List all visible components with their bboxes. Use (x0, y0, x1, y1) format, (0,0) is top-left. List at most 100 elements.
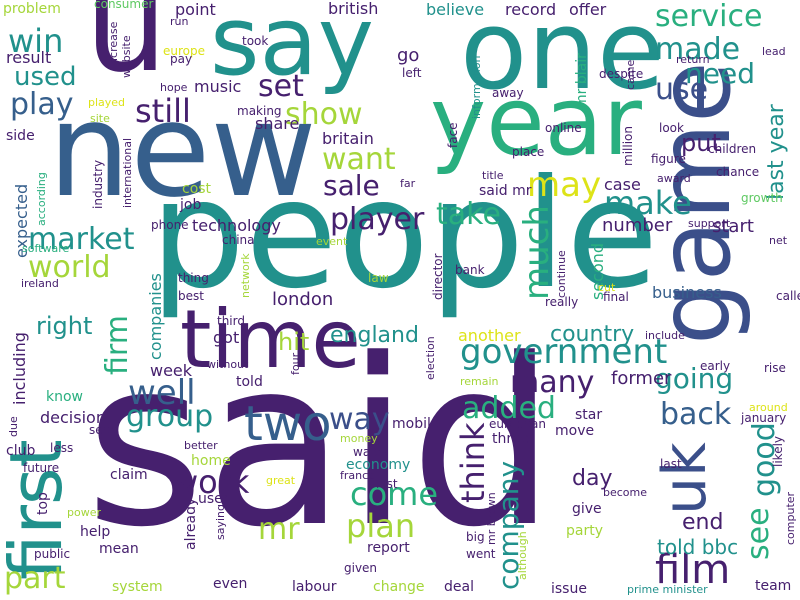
word-need: need (685, 57, 755, 90)
word-companies: companies (146, 273, 165, 360)
word-net: net (769, 234, 788, 247)
word-put: put (681, 129, 721, 157)
word-group: group (126, 399, 214, 434)
word-got: got (213, 328, 240, 347)
word-system: system (112, 579, 163, 595)
word-go: go (397, 45, 420, 66)
word-way: way (329, 402, 390, 437)
word-even: even (213, 576, 248, 592)
word-really: really (545, 295, 579, 309)
word-four: four (289, 352, 302, 375)
word-face: face (446, 122, 460, 148)
word-europe: europe (163, 44, 205, 58)
word-look: look (659, 121, 684, 135)
word-britain: britain (322, 129, 374, 148)
word-number: number (602, 215, 673, 236)
word-well: well (128, 373, 196, 413)
word-industry: industry (91, 159, 105, 209)
word-public: public (34, 547, 71, 561)
word-mr-brown: mr brown (485, 492, 498, 545)
word-network: network (239, 253, 252, 298)
word-see: see (741, 507, 776, 560)
word-early: early (700, 359, 731, 373)
word-uk: uk (650, 442, 720, 515)
word-record: record (505, 0, 557, 19)
word-lost: lost (376, 477, 398, 491)
word-mr: mr (258, 512, 300, 547)
word-figure: figure (651, 152, 686, 166)
word-include: include (645, 329, 685, 342)
word-former: former (611, 368, 672, 389)
word-right: right (36, 312, 93, 340)
word-came: came (624, 59, 637, 90)
word-phone: phone (151, 218, 189, 232)
word-last-year: last year (764, 104, 789, 200)
word-chance: chance (716, 165, 760, 179)
word-plan: plan (346, 507, 416, 545)
word-website: website (120, 35, 133, 78)
word-work: work (172, 463, 250, 501)
word-team: team (755, 578, 792, 594)
word-club: club (6, 443, 36, 459)
word-thing: thing (178, 271, 209, 285)
word-still: still (135, 92, 191, 130)
word-seen: seen (89, 423, 118, 437)
word-made: made (655, 32, 741, 67)
word-home: home (191, 453, 231, 469)
word-much: much (517, 205, 557, 300)
word-lead: lead (762, 45, 786, 58)
word-place: place (512, 145, 545, 159)
word-said: said (85, 311, 556, 578)
word-sale: sale (323, 169, 380, 202)
word-played: played (88, 96, 126, 109)
word-consumer: consumer (94, 0, 154, 11)
word-given: given (344, 561, 378, 575)
word-week: week (150, 361, 193, 380)
word-online: online (545, 121, 582, 135)
word-year: year (430, 67, 642, 177)
word-going: going (655, 362, 734, 395)
word-government: government (460, 332, 668, 372)
word-labour: labour (292, 579, 337, 595)
word-result: result (6, 48, 52, 67)
word-remain: remain (460, 375, 499, 388)
word-used: used (14, 62, 77, 92)
word-report: report (367, 540, 410, 556)
word-may: may (527, 165, 602, 205)
word-went: went (466, 547, 496, 561)
word-star: star (575, 407, 603, 423)
word-use: use (655, 72, 709, 107)
word-market: market (28, 222, 135, 257)
word-award: award (657, 172, 691, 185)
word-mean: mean (99, 541, 139, 557)
word-new: new (48, 74, 317, 226)
word-play: play (10, 87, 74, 122)
word-million: million (621, 126, 635, 166)
word-return: return (676, 53, 710, 66)
word-party: party (566, 523, 603, 539)
word-less: less (50, 441, 74, 455)
word-point: point (175, 0, 216, 19)
word-according: according (35, 172, 48, 226)
word-continue: continue (555, 250, 568, 298)
word-know: know (46, 389, 83, 405)
word-country: country (550, 322, 635, 347)
word-election: election (424, 336, 437, 380)
word-said-mr: said mr (479, 183, 532, 199)
word-london: london (272, 289, 334, 310)
word-deal: deal (444, 579, 474, 595)
word-believe: believe (426, 0, 485, 19)
word-increase: increase (107, 21, 120, 68)
word-side: side (6, 128, 35, 144)
word-january: january (741, 411, 787, 425)
word-technology: technology (192, 216, 281, 235)
word-economy: economy (346, 457, 411, 473)
word-software: software (22, 242, 70, 255)
word-support: support (688, 217, 731, 230)
word-three: three (492, 431, 530, 447)
word-added: added (462, 391, 556, 426)
word-say: say (210, 0, 374, 97)
word-become: become (603, 486, 648, 499)
word-director: director (431, 253, 445, 300)
word-ireland: ireland (21, 277, 59, 290)
